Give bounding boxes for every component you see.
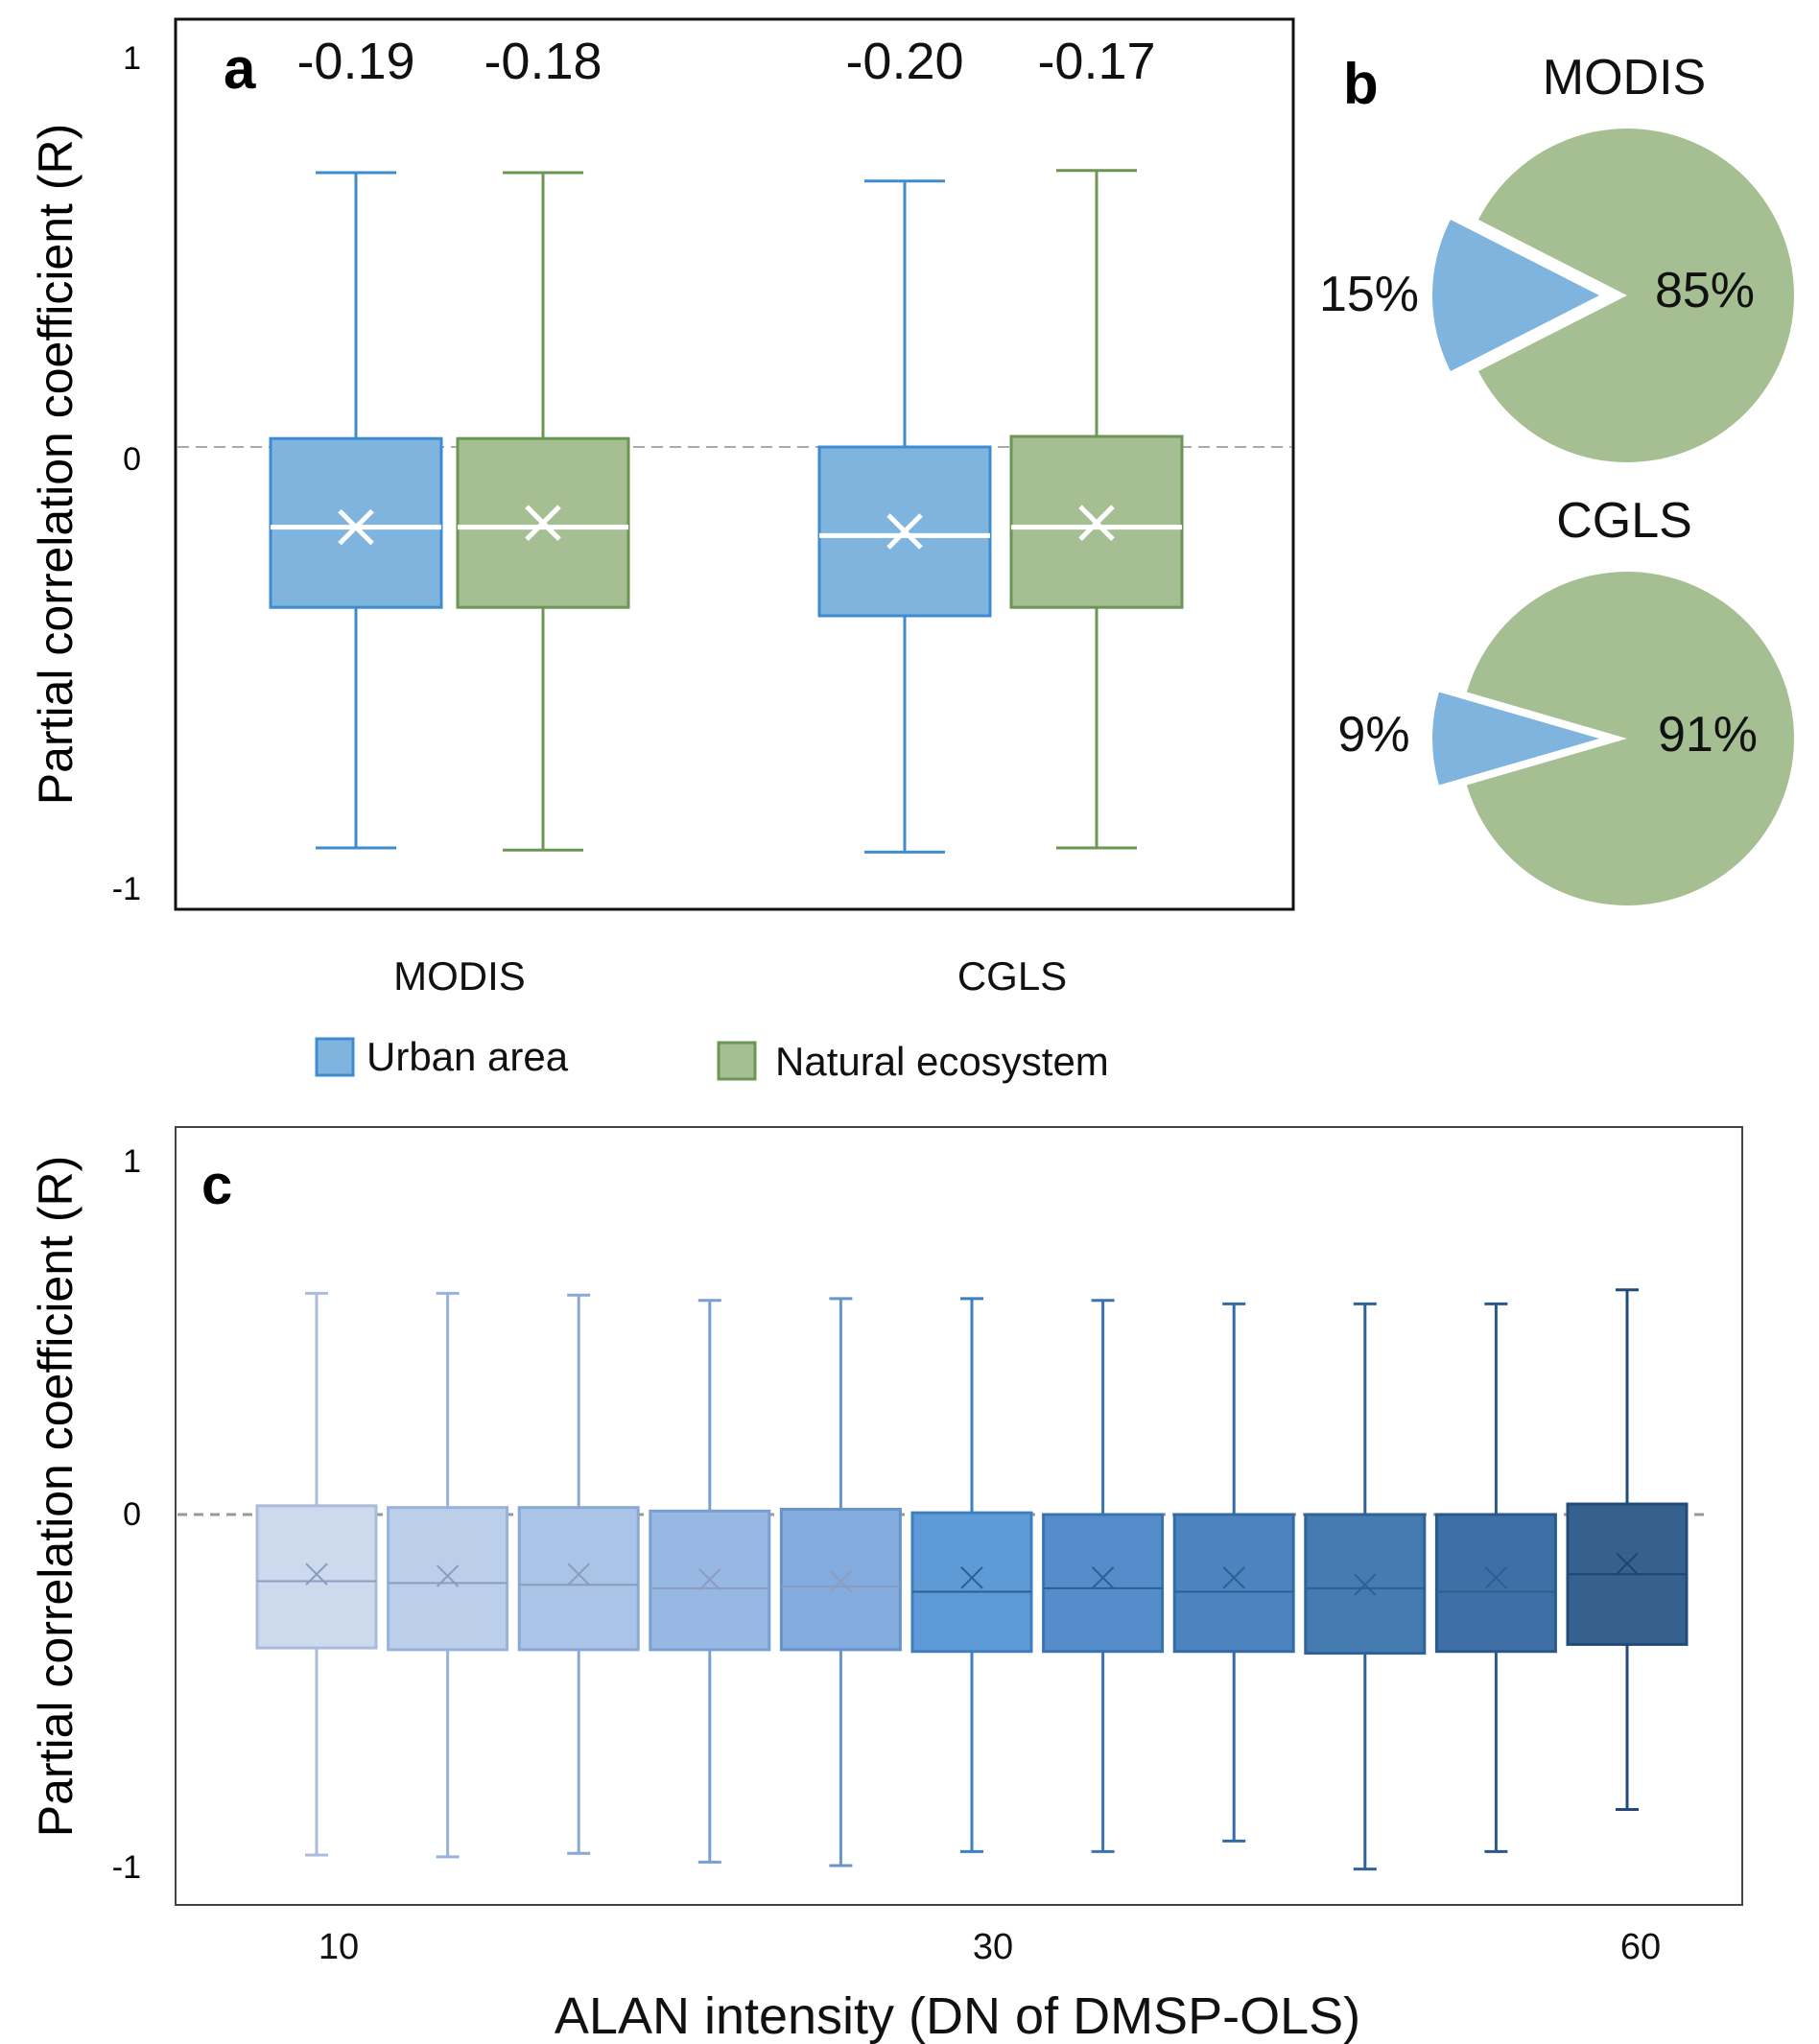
mean-label-modis-urban: -0.19 xyxy=(296,33,414,90)
panel-a-frame xyxy=(174,17,1295,911)
box-c-7-mean-stroke-b xyxy=(1091,1566,1115,1589)
box-c-11-mean-stroke-b xyxy=(1616,1552,1639,1575)
panel-c-xtick-60: 60 xyxy=(1620,1927,1661,1967)
box-c-11 xyxy=(1566,1288,1689,1811)
box-c-3-iqr xyxy=(517,1506,640,1652)
box-c-10-mean-stroke-b xyxy=(1484,1566,1508,1589)
box-c-5-mean-marker xyxy=(829,1569,853,1593)
pie-modis-natural-label: 85% xyxy=(1655,263,1755,318)
box-modis-natural xyxy=(456,171,630,852)
box-c-10 xyxy=(1434,1302,1557,1853)
box-modis-urban-mean-stroke-b xyxy=(338,508,374,546)
pie-cgls-slice-urban xyxy=(1431,692,1599,786)
box-c-9-mean-stroke-b xyxy=(1354,1573,1377,1596)
box-c-8-iqr xyxy=(1172,1513,1295,1654)
legend-swatch-natural xyxy=(717,1041,757,1081)
box-c-1 xyxy=(255,1291,378,1857)
box-c-9 xyxy=(1304,1302,1427,1871)
pies xyxy=(1431,128,1795,905)
box-c-5-iqr xyxy=(779,1508,902,1652)
mean-label-cgls-natural: -0.17 xyxy=(1037,33,1155,90)
panel-c-xlabel: ALAN intensity (DN of DMSP-OLS) xyxy=(555,1987,1360,2044)
box-c-6 xyxy=(910,1297,1033,1853)
pie-cgls-urban-label: 9% xyxy=(1337,707,1409,763)
box-cgls-urban-mean-stroke-b xyxy=(886,513,923,550)
panel-c-frame xyxy=(175,1126,1743,1906)
box-modis-natural-mean-marker xyxy=(525,505,561,541)
box-c-5-mean-stroke-b xyxy=(829,1569,853,1593)
panel-a-ytick-neg1: -1 xyxy=(112,871,141,907)
box-c-2-iqr xyxy=(387,1506,509,1652)
box-modis-urban xyxy=(269,171,443,850)
panel-c-letter: c xyxy=(201,1154,232,1216)
panel-c-ytick-0: 0 xyxy=(123,1496,141,1533)
panel-b-letter: b xyxy=(1343,52,1379,116)
box-c-2-mean-marker xyxy=(436,1564,460,1587)
box-c-8-mean-stroke-b xyxy=(1222,1566,1245,1589)
panel-c: c Partial correlation coefficient (R) 1 … xyxy=(29,1126,1743,2044)
panel-a-boxes: -0.19 -0.20 -0.18 -0.17 xyxy=(269,33,1184,854)
pie-modis-slice-urban xyxy=(1432,220,1599,371)
box-c-4-mean-stroke-b xyxy=(698,1568,721,1591)
mean-label-cgls-urban: -0.20 xyxy=(845,33,963,90)
box-cgls-natural xyxy=(1009,169,1184,850)
box-c-2-mean-stroke-b xyxy=(436,1564,460,1587)
panel-c-ytick-1: 1 xyxy=(123,1143,141,1180)
box-cgls-natural-mean-stroke-b xyxy=(1078,505,1115,541)
box-modis-urban-iqr xyxy=(269,436,443,609)
box-modis-natural-mean-stroke-b xyxy=(525,505,561,541)
panel-b: b MODIS CGLS 15% 85% 9% 91% xyxy=(1319,50,1795,905)
panel-a-ytick-0: 0 xyxy=(123,441,141,478)
box-c-10-iqr xyxy=(1434,1513,1557,1654)
box-c-4 xyxy=(649,1299,771,1864)
panel-c-ytick-neg1: -1 xyxy=(112,1849,141,1886)
pie-cgls-natural-label: 91% xyxy=(1658,707,1758,763)
panel-c-ylabel: Partial correlation coefficient (R) xyxy=(29,1156,83,1837)
mean-label-modis-natural: -0.18 xyxy=(484,33,602,90)
pie-modis-title: MODIS xyxy=(1543,50,1706,106)
box-c-4-mean-marker xyxy=(698,1568,721,1591)
pie-cgls-title: CGLS xyxy=(1556,493,1692,549)
panel-c-boxes xyxy=(255,1288,1689,1871)
box-c-6-mean-marker xyxy=(960,1566,983,1589)
box-c-8-mean-marker xyxy=(1222,1566,1245,1589)
box-c-10-mean-marker xyxy=(1484,1566,1508,1589)
box-c-6-iqr xyxy=(910,1511,1033,1654)
box-c-7-iqr xyxy=(1042,1513,1165,1654)
legend: Urban area Natural ecosystem xyxy=(315,1034,1109,1084)
panel-c-xtick-30: 30 xyxy=(973,1927,1013,1967)
pie-cgls-slice-natural xyxy=(1466,572,1795,905)
box-c-9-mean-marker xyxy=(1354,1573,1377,1596)
box-c-11-mean-marker xyxy=(1616,1552,1639,1575)
box-cgls-urban-mean-marker xyxy=(886,513,923,550)
panel-c-xtick-10: 10 xyxy=(319,1927,359,1967)
box-cgls-urban xyxy=(817,179,992,854)
panel-a-ylabel: Partial correlation coefficient (R) xyxy=(29,124,83,805)
box-c-5 xyxy=(779,1297,902,1868)
pie-modis-slice-natural xyxy=(1477,128,1794,462)
box-c-1-iqr xyxy=(255,1504,378,1650)
box-c-8 xyxy=(1172,1302,1295,1843)
box-c-1-mean-marker xyxy=(305,1562,328,1586)
legend-label-natural: Natural ecosystem xyxy=(775,1039,1109,1084)
panel-a-category-cgls: CGLS xyxy=(957,953,1067,999)
box-modis-urban-mean-marker xyxy=(338,508,374,546)
box-c-3-mean-stroke-b xyxy=(567,1562,590,1586)
panel-a-letter: a xyxy=(224,36,256,101)
box-c-1-mean-stroke-b xyxy=(305,1562,328,1586)
box-c-7-mean-marker xyxy=(1091,1566,1115,1589)
box-c-7 xyxy=(1042,1299,1165,1853)
box-c-3-mean-marker xyxy=(567,1562,590,1586)
panel-a-category-modis: MODIS xyxy=(393,953,526,999)
box-cgls-natural-mean-marker xyxy=(1078,505,1115,541)
panel-a: a Partial correlation coefficient (R) 1 … xyxy=(29,17,1295,1084)
box-c-2 xyxy=(387,1291,509,1859)
pie-modis-urban-label: 15% xyxy=(1319,267,1419,322)
legend-label-urban: Urban area xyxy=(366,1034,569,1079)
box-c-3 xyxy=(517,1293,640,1855)
panel-a-ytick-1: 1 xyxy=(123,40,141,77)
box-c-6-mean-stroke-b xyxy=(960,1566,983,1589)
legend-swatch-urban xyxy=(315,1037,355,1077)
